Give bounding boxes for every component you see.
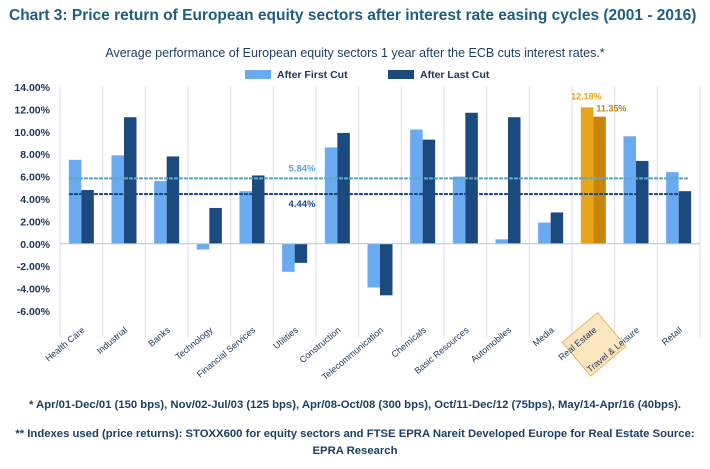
footnote-indexes-source: ** Indexes used (price returns): STOXX60… bbox=[15, 428, 695, 457]
reference-line-label: 5.84% bbox=[289, 163, 316, 174]
bar-last-cut bbox=[550, 212, 564, 244]
bar-first-cut bbox=[196, 243, 210, 250]
x-tick-label: Banks bbox=[146, 325, 172, 349]
y-tick-label: -6.00% bbox=[17, 306, 51, 318]
highlight-label-box bbox=[561, 312, 627, 377]
reference-line-label: 4.44% bbox=[289, 199, 316, 210]
legend-swatch bbox=[388, 70, 414, 79]
bar-first-cut bbox=[452, 176, 466, 244]
bar-last-cut bbox=[380, 243, 393, 296]
legend-swatch bbox=[245, 70, 271, 79]
y-tick-label: 14.00% bbox=[14, 82, 50, 94]
x-tick-label: Construction bbox=[297, 325, 342, 365]
chart-title: Chart 3: Price return of European equity… bbox=[9, 7, 697, 24]
x-tick-label: Chemicals bbox=[389, 325, 428, 360]
bar-last-cut bbox=[294, 243, 308, 263]
bar-first-cut bbox=[666, 172, 679, 244]
x-tick-label: Technology bbox=[173, 325, 215, 362]
y-tick-label: 6.00% bbox=[20, 172, 50, 184]
bar-last-cut bbox=[508, 117, 521, 244]
bar-first-cut bbox=[68, 159, 82, 244]
y-tick-label: 8.00% bbox=[20, 149, 50, 161]
y-tick-label: -2.00% bbox=[17, 261, 51, 273]
bar-first-cut bbox=[410, 129, 423, 244]
y-tick-label: 4.00% bbox=[20, 194, 50, 206]
y-tick-label: -4.00% bbox=[17, 284, 51, 296]
data-label: 12.18% bbox=[571, 91, 602, 101]
bar-last-cut bbox=[678, 191, 692, 244]
bar-last-cut bbox=[636, 160, 649, 244]
bar-first-cut bbox=[538, 222, 551, 244]
footnote-easing-cycles: * Apr/01-Dec/01 (150 bps), Nov/02-Jul/03… bbox=[28, 399, 682, 411]
bar-last-cut bbox=[593, 116, 606, 244]
bar-last-cut bbox=[422, 139, 436, 244]
bar-first-cut bbox=[495, 239, 508, 244]
bar-last-cut bbox=[209, 207, 222, 244]
x-tick-label: Retail bbox=[660, 325, 684, 347]
y-tick-label: 10.00% bbox=[14, 127, 50, 139]
x-tick-label: Utilities bbox=[271, 325, 300, 352]
bar-last-cut bbox=[124, 117, 137, 244]
bar-chart: -6.00% -4.00% -2.00% 0.00% 2.00% 4.00% 6.00% 8.… bbox=[14, 69, 701, 382]
bar-first-cut bbox=[623, 136, 636, 244]
y-tick-label: 2.00% bbox=[20, 216, 50, 228]
y-tick-label: 12.00% bbox=[14, 104, 50, 116]
bar-first-cut bbox=[324, 147, 338, 244]
bar-first-cut bbox=[580, 107, 594, 244]
bar-last-cut bbox=[81, 190, 94, 244]
y-tick-label: 0.00% bbox=[20, 239, 50, 251]
chart-subtitle: Average performance of European equity s… bbox=[105, 46, 605, 60]
data-label: 11.35% bbox=[596, 104, 626, 114]
x-tick-label: Health Care bbox=[43, 325, 86, 364]
bar-first-cut bbox=[282, 243, 295, 272]
bar-last-cut bbox=[166, 156, 180, 244]
x-tick-label: Industrial bbox=[95, 325, 129, 356]
bar-first-cut bbox=[154, 181, 167, 244]
legend-label: After Last Cut bbox=[420, 69, 490, 81]
bar-last-cut bbox=[337, 132, 350, 244]
bar-last-cut bbox=[252, 175, 265, 244]
bar-first-cut bbox=[111, 155, 124, 244]
x-tick-label: Automobiles bbox=[469, 325, 514, 365]
bar-first-cut bbox=[239, 191, 252, 244]
bar-first-cut bbox=[367, 243, 380, 288]
legend-label: After First Cut bbox=[277, 69, 348, 81]
x-tick-label: Media bbox=[531, 325, 556, 348]
